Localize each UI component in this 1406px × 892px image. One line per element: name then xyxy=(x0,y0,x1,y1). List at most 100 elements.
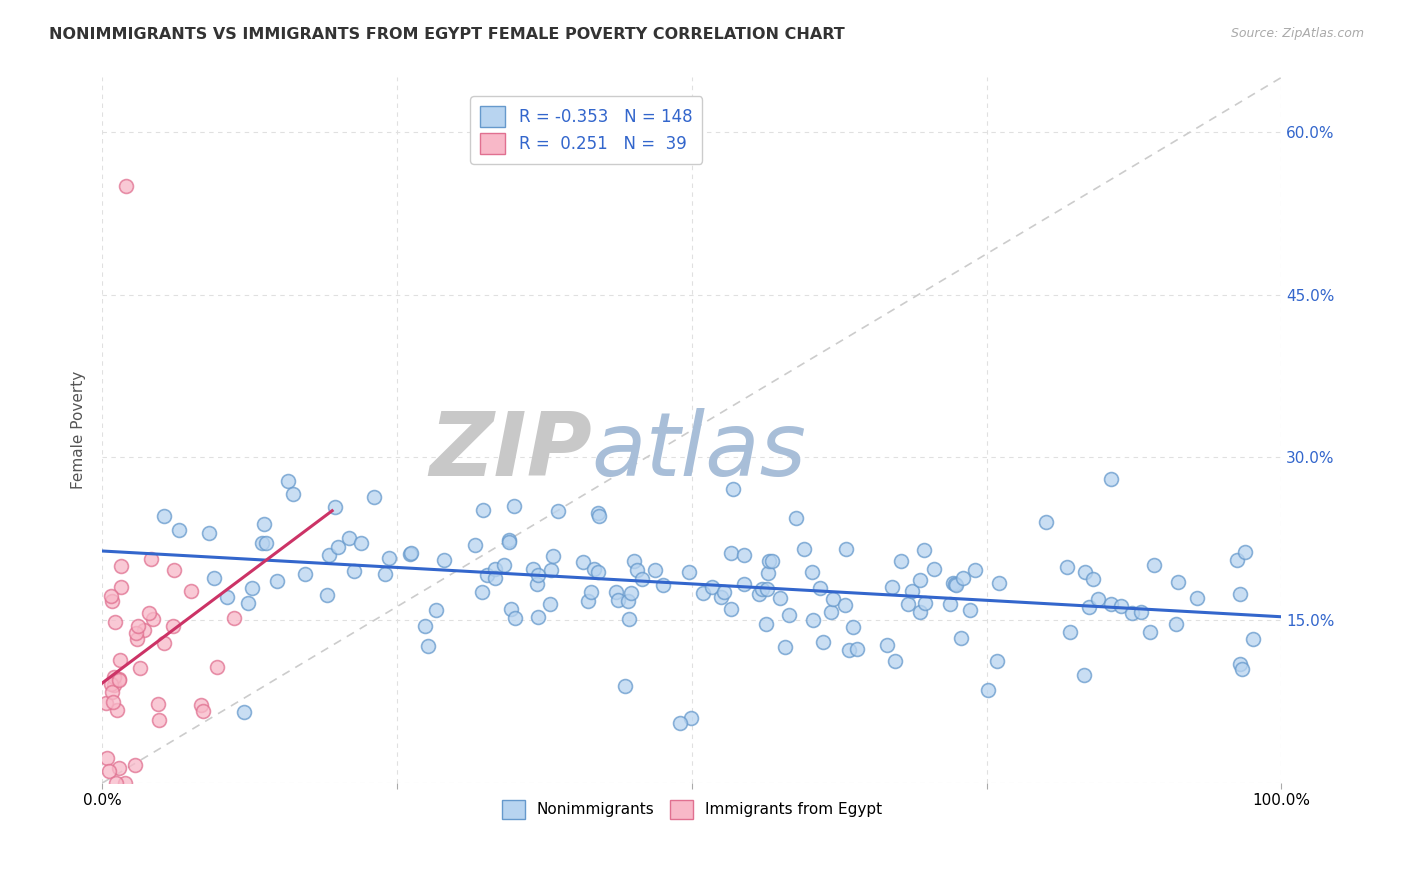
Point xyxy=(103,670,125,684)
Point xyxy=(617,612,640,626)
Point xyxy=(108,672,131,686)
Point xyxy=(949,631,972,645)
Point xyxy=(205,660,228,674)
Point xyxy=(1129,605,1152,619)
Point xyxy=(148,713,170,727)
Point xyxy=(778,607,800,622)
Point xyxy=(433,552,456,566)
Point xyxy=(952,571,974,585)
Text: atlas: atlas xyxy=(592,409,807,494)
Point xyxy=(733,548,755,562)
Point xyxy=(607,593,630,607)
Point xyxy=(101,695,124,709)
Point xyxy=(498,535,520,549)
Point xyxy=(110,558,132,573)
Point xyxy=(167,524,190,538)
Point xyxy=(342,564,364,578)
Point xyxy=(277,474,299,488)
Point xyxy=(107,761,129,775)
Point xyxy=(204,571,226,585)
Point xyxy=(1059,624,1081,639)
Text: Source: ZipAtlas.com: Source: ZipAtlas.com xyxy=(1230,27,1364,40)
Point xyxy=(845,642,868,657)
Point xyxy=(374,566,396,581)
Point xyxy=(252,517,274,532)
Point xyxy=(325,500,347,514)
Point xyxy=(103,678,125,692)
Point xyxy=(541,549,564,563)
Point xyxy=(626,563,648,577)
Point xyxy=(756,566,779,581)
Point xyxy=(363,490,385,504)
Point xyxy=(651,577,673,591)
Point xyxy=(318,548,340,562)
Point xyxy=(884,654,907,668)
Point xyxy=(101,684,124,698)
Point xyxy=(337,531,360,545)
Point xyxy=(224,611,246,625)
Point xyxy=(769,591,792,605)
Point xyxy=(162,564,184,578)
Point xyxy=(162,619,184,633)
Point xyxy=(198,526,221,541)
Point xyxy=(316,588,339,602)
Point xyxy=(876,638,898,652)
Point xyxy=(108,653,131,667)
Point xyxy=(100,590,122,604)
Point xyxy=(498,533,520,548)
Point xyxy=(678,566,700,580)
Point xyxy=(464,538,486,552)
Point xyxy=(96,696,118,710)
Point xyxy=(1073,668,1095,682)
Point xyxy=(413,619,436,633)
Point xyxy=(576,594,599,608)
Y-axis label: Female Poverty: Female Poverty xyxy=(72,371,86,490)
Legend: Nonimmigrants, Immigrants from Egypt: Nonimmigrants, Immigrants from Egypt xyxy=(495,794,889,825)
Point xyxy=(100,594,122,608)
Point xyxy=(104,776,127,790)
Point xyxy=(538,598,561,612)
Point xyxy=(758,554,780,568)
Point xyxy=(1226,553,1249,567)
Point xyxy=(842,620,865,634)
Point xyxy=(617,593,640,607)
Point xyxy=(755,582,778,597)
Point xyxy=(138,606,160,620)
Point xyxy=(945,578,967,592)
Point xyxy=(283,486,305,500)
Text: NONIMMIGRANTS VS IMMIGRANTS FROM EGYPT FEMALE POVERTY CORRELATION CHART: NONIMMIGRANTS VS IMMIGRANTS FROM EGYPT F… xyxy=(49,27,845,42)
Point xyxy=(623,554,645,568)
Point xyxy=(614,679,637,693)
Point xyxy=(939,597,962,611)
Point xyxy=(127,619,149,633)
Point xyxy=(153,636,176,650)
Point xyxy=(963,563,986,577)
Point xyxy=(710,590,733,604)
Point xyxy=(1081,572,1104,586)
Point xyxy=(104,615,127,629)
Point xyxy=(132,624,155,638)
Point xyxy=(1229,657,1251,671)
Point xyxy=(700,580,723,594)
Point xyxy=(499,602,522,616)
Point xyxy=(834,598,856,612)
Point xyxy=(811,635,834,649)
Point xyxy=(986,654,1008,668)
Point xyxy=(793,542,815,557)
Point xyxy=(105,703,128,717)
Point xyxy=(254,536,277,550)
Point xyxy=(526,610,548,624)
Point xyxy=(721,483,744,497)
Point xyxy=(492,558,515,572)
Point xyxy=(215,590,238,604)
Point xyxy=(471,584,494,599)
Point xyxy=(399,547,422,561)
Point xyxy=(914,595,936,609)
Point xyxy=(720,601,742,615)
Point xyxy=(669,716,692,731)
Point xyxy=(588,509,610,524)
Point xyxy=(1074,565,1097,579)
Point xyxy=(179,584,201,599)
Point xyxy=(522,561,544,575)
Point xyxy=(713,585,735,599)
